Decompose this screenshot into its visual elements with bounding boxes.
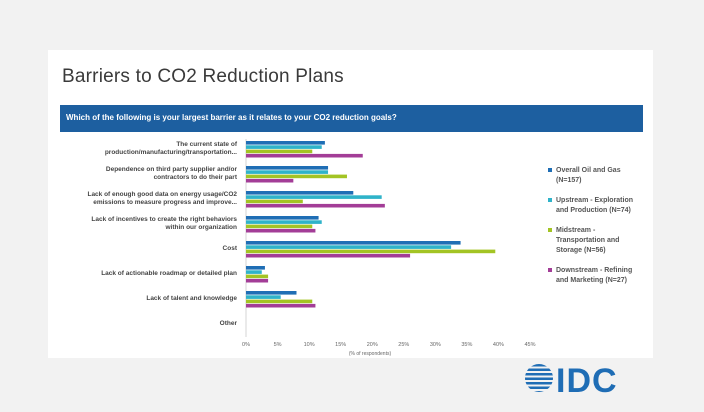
legend-label: Upstream - Exploration and Production (N… bbox=[556, 197, 634, 214]
question-banner: Which of the following is your largest b… bbox=[60, 105, 643, 132]
bar-4-1 bbox=[246, 245, 452, 249]
category-label-line: Lack of enough good data on energy usage… bbox=[87, 190, 237, 198]
x-tick-label: 15% bbox=[335, 342, 346, 348]
bar-1-2 bbox=[246, 174, 347, 179]
bar-5-1 bbox=[246, 270, 262, 274]
bar-1-1 bbox=[246, 170, 329, 174]
bar-6-3 bbox=[246, 303, 316, 308]
x-axis-label: (% of respondents) bbox=[348, 351, 392, 357]
legend-item: Downstream - Refining and Marketing (N=2… bbox=[548, 266, 648, 286]
x-tick-label: 0% bbox=[242, 342, 250, 348]
category-label-line: Dependence on third party supplier and/o… bbox=[105, 165, 237, 173]
category-label-line: contractors to do their part bbox=[153, 173, 237, 181]
category-label-line: Lack of talent and knowledge bbox=[146, 294, 237, 302]
idc-logo-text: IDC bbox=[556, 362, 618, 400]
x-tick-label: 45% bbox=[524, 342, 535, 348]
bar-4-2 bbox=[246, 249, 496, 254]
bar-4-0 bbox=[246, 241, 461, 245]
question-text: Which of the following is your largest b… bbox=[66, 113, 397, 122]
category-label: Lack of incentives to create the right b… bbox=[37, 216, 237, 232]
x-tick-label: 10% bbox=[304, 342, 315, 348]
legend-item: Upstream - Exploration and Production (N… bbox=[548, 196, 648, 216]
page-title: Barriers to CO2 Reduction Plans bbox=[62, 66, 344, 87]
bar-2-2 bbox=[246, 199, 303, 204]
category-label-line: Lack of incentives to create the right b… bbox=[91, 215, 237, 223]
category-label-line: emissions to measure progress and improv… bbox=[93, 198, 237, 206]
category-label: Other bbox=[37, 320, 237, 328]
bar-1-3 bbox=[246, 178, 294, 183]
bar-6-0 bbox=[246, 291, 297, 295]
category-label: The current state of production/manufactu… bbox=[37, 141, 237, 157]
bar-2-1 bbox=[246, 195, 382, 199]
bar-3-3 bbox=[246, 228, 316, 233]
legend-item: Overall Oil and Gas (N=157) bbox=[548, 166, 648, 186]
x-tick-label: 30% bbox=[430, 342, 441, 348]
x-tick-label: 40% bbox=[493, 342, 504, 348]
category-labels: The current state of production/manufactu… bbox=[37, 0, 237, 412]
legend-swatch bbox=[548, 168, 552, 172]
legend-swatch bbox=[548, 228, 552, 232]
bar-0-3 bbox=[246, 153, 363, 158]
category-label-line: The current state of bbox=[176, 140, 237, 148]
category-label: Lack of enough good data on energy usage… bbox=[37, 191, 237, 207]
category-label: Cost bbox=[37, 245, 237, 253]
bar-2-0 bbox=[246, 191, 354, 195]
bar-0-1 bbox=[246, 145, 322, 149]
bar-2-3 bbox=[246, 203, 385, 208]
bar-3-1 bbox=[246, 220, 322, 224]
category-label-line: Other bbox=[219, 319, 237, 327]
category-label: Lack of actionable roadmap or detailed p… bbox=[37, 270, 237, 278]
bar-4-3 bbox=[246, 253, 411, 258]
category-label-line: Lack of actionable roadmap or detailed p… bbox=[101, 269, 237, 277]
category-label-line: within our organization bbox=[165, 223, 238, 231]
bar-6-1 bbox=[246, 295, 281, 299]
bar-3-0 bbox=[246, 216, 319, 220]
idc-globe-icon bbox=[525, 364, 553, 392]
bar-5-0 bbox=[246, 266, 265, 270]
x-tick-label: 35% bbox=[461, 342, 472, 348]
legend-swatch bbox=[548, 268, 552, 272]
legend-label: Downstream - Refining and Marketing (N=2… bbox=[556, 267, 633, 284]
bar-0-2 bbox=[246, 149, 313, 154]
x-tick-label: 25% bbox=[398, 342, 409, 348]
bar-5-3 bbox=[246, 278, 269, 283]
legend-swatch bbox=[548, 198, 552, 202]
chart-legend: Overall Oil and Gas (N=157) Upstream - Ex… bbox=[548, 166, 648, 296]
x-tick-label: 20% bbox=[367, 342, 378, 348]
bar-1-0 bbox=[246, 166, 329, 170]
bar-0-0 bbox=[246, 141, 325, 145]
legend-label: Overall Oil and Gas (N=157) bbox=[556, 167, 621, 184]
category-label: Lack of talent and knowledge bbox=[37, 295, 237, 303]
category-label-line: production/manufacturing/transportation.… bbox=[104, 148, 237, 156]
legend-item: Midstream - Transportation and Storage (… bbox=[548, 226, 648, 256]
category-label: Dependence on third party supplier and/o… bbox=[37, 166, 237, 182]
x-tick-label: 5% bbox=[274, 342, 282, 348]
category-label-line: Cost bbox=[222, 244, 237, 252]
bar-5-2 bbox=[246, 274, 269, 279]
legend-label: Midstream - Transportation and Storage (… bbox=[556, 227, 620, 254]
bar-6-2 bbox=[246, 299, 313, 304]
bar-3-2 bbox=[246, 224, 313, 229]
